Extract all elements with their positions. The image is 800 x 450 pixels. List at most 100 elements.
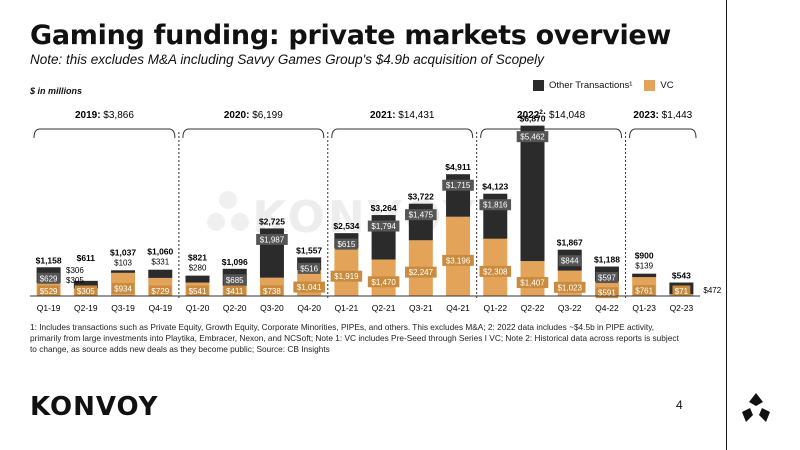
year-label: 2023: [633, 110, 659, 121]
x-tick-label: Q2-20 [223, 303, 247, 313]
legend-label-vc: VC [660, 80, 674, 91]
vc-value-label: $529 [40, 287, 58, 296]
other-value-label-box [335, 238, 358, 250]
legend-label-other: Other Transactions¹ [549, 80, 633, 91]
x-tick-label: Q4-21 [446, 303, 470, 313]
other-value-label-box [367, 220, 400, 232]
other-value-label: $306 [66, 266, 84, 275]
other-value-label: $615 [337, 240, 355, 249]
x-tick-label: Q1-23 [632, 303, 656, 313]
year-label: 2019: [75, 110, 101, 121]
other-value-label-box [479, 199, 512, 211]
konvoy-mark-icon [742, 393, 770, 422]
other-value-label: $685 [226, 276, 244, 285]
total-label: $900 [635, 251, 654, 261]
other-value-label: $5,462 [520, 133, 545, 142]
vc-value-label: $541 [189, 287, 207, 296]
total-label: $1,188 [594, 255, 620, 265]
x-tick-label: Q4-20 [297, 303, 321, 313]
vc-value-label: $591 [598, 289, 616, 298]
year-suffix: : [543, 110, 546, 121]
x-tick-label: Q2-23 [670, 303, 694, 313]
year-bracket [182, 128, 325, 139]
other-value-label: $629 [40, 274, 58, 283]
other-value-label: $1,816 [483, 201, 508, 210]
bar-other [632, 273, 657, 278]
vc-value-label: $729 [151, 287, 169, 296]
bar-other [520, 125, 545, 262]
total-label: $3,722 [408, 192, 434, 202]
other-value-label: $597 [598, 274, 616, 283]
watermark-mark-top [219, 191, 237, 209]
vc-value-label-box [111, 282, 135, 294]
year-bracket [331, 128, 474, 139]
konvoy-logo: KONVOY [30, 392, 159, 422]
vc-value-label: $3,196 [446, 256, 471, 265]
x-tick-label: Q2-19 [74, 303, 98, 313]
year-total: $14,431 [396, 110, 435, 121]
page-subtitle: Note: this excludes M&A including Savvy … [30, 52, 544, 67]
vc-value-label-box [149, 285, 172, 297]
watermark-mark-left [207, 213, 225, 231]
x-tick-label: Q2-21 [372, 303, 396, 313]
page-number: 4 [676, 398, 683, 412]
vc-value-label: $1,919 [334, 272, 359, 281]
bar-other [408, 203, 433, 241]
legend-swatch-vc [644, 80, 656, 91]
vc-value-label-box [442, 254, 474, 266]
vc-value-label: $738 [263, 287, 281, 296]
year-total: $1,443 [659, 110, 693, 121]
total-label: $1,867 [557, 238, 583, 248]
other-value-label-box [223, 274, 246, 286]
year-total: $3,866 [101, 110, 135, 121]
other-value-label-box [297, 262, 321, 274]
x-tick-label: Q4-19 [148, 303, 172, 313]
year-header: 2020: $6,199 [224, 110, 283, 121]
total-label: $1,158 [36, 255, 62, 265]
vc-top-label: $305 [66, 276, 84, 285]
x-tick-label: Q4-22 [595, 303, 619, 313]
vc-value-label: $761 [635, 287, 653, 296]
vc-value-label-box [37, 285, 60, 297]
total-label: $1,557 [296, 245, 322, 255]
vc-value-label-box [595, 287, 619, 299]
other-value-label: $1,987 [260, 235, 285, 244]
year-header: 20222: $14,048 [517, 109, 586, 121]
vc-value-label-box [479, 265, 512, 277]
other-value-label-box [558, 255, 581, 267]
other-value-label: $844 [561, 257, 579, 266]
year-label: 2020: [224, 110, 250, 121]
total-label: $821 [188, 253, 207, 263]
other-value-label-box [37, 272, 60, 284]
x-tick-label: Q3-19 [111, 303, 135, 313]
year-header: 2023: $1,443 [633, 110, 692, 121]
year-header: 2021: $14,431 [370, 110, 435, 121]
vc-value-label: $305 [77, 287, 95, 296]
other-value-label: $1,475 [409, 211, 434, 220]
funding-chart: KONVOY 2019: $3,866 2020: $6,199 2021: $14,… [30, 109, 722, 313]
year-total: $6,199 [249, 110, 283, 121]
vc-value-label-box [223, 285, 246, 297]
vc-value-label-box [74, 285, 98, 297]
vertical-divider [726, 0, 727, 450]
watermark-text: KONVOY [252, 192, 477, 243]
footnote: 1: Includes transactions such as Private… [30, 322, 679, 354]
bar-other [111, 270, 136, 273]
bar-other [148, 269, 173, 278]
total-label: $611 [77, 253, 96, 263]
vc-value-label-box [330, 270, 363, 282]
year-header: 2019: $3,866 [75, 110, 134, 121]
total-label: $4,123 [482, 182, 508, 192]
x-tick-label: Q1-19 [37, 303, 61, 313]
vc-value-label: $934 [114, 284, 132, 293]
other-value-label: $331 [151, 258, 169, 267]
vc-value-label-box [367, 276, 400, 288]
other-value-label: $103 [114, 258, 132, 267]
other-value-label: $1,715 [446, 181, 471, 190]
unit-label: $ in millions [30, 86, 83, 96]
total-label: $2,534 [333, 221, 359, 231]
total-label: $4,911 [445, 162, 471, 172]
other-value-label-box [405, 209, 437, 221]
vc-value-label-box [553, 281, 586, 293]
vc-value-label: $2,247 [409, 268, 434, 277]
